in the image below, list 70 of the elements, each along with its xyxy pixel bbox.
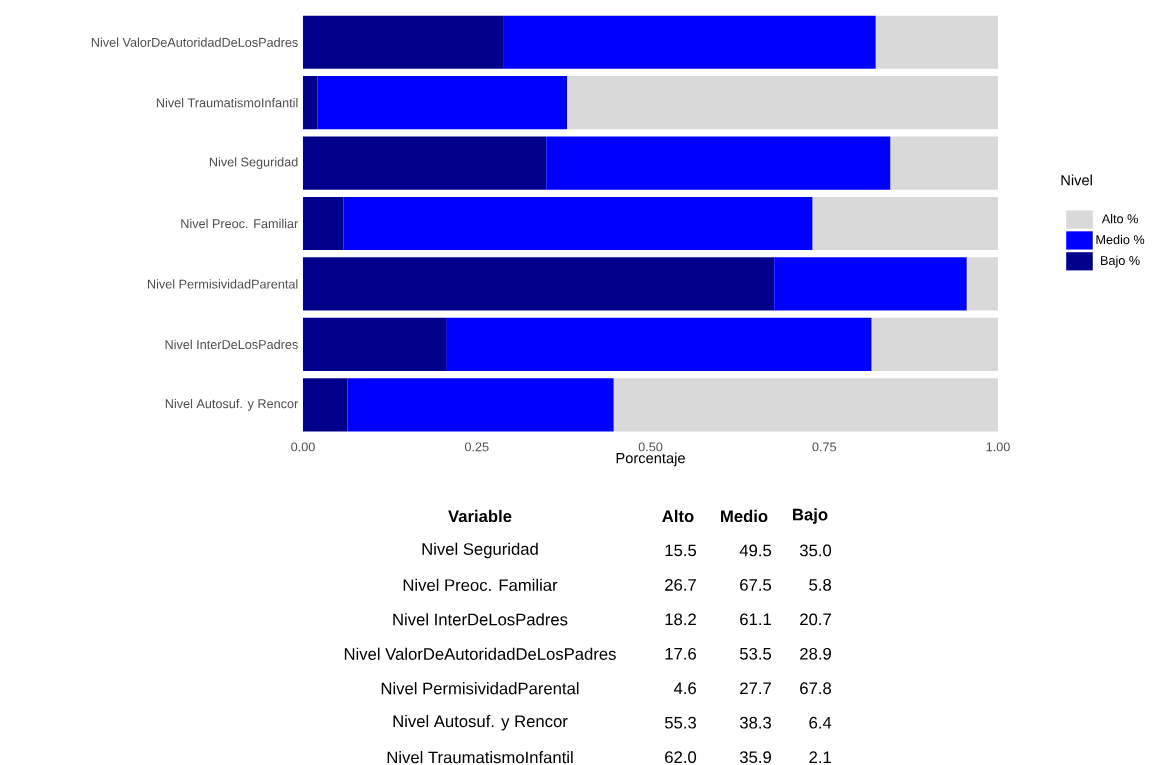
text: 6.4	[809, 716, 832, 729]
bar	[303, 76, 318, 130]
text: 35.9	[739, 751, 771, 764]
text: Nivel PermisividadParental	[381, 682, 579, 695]
x-tick-label: 0.25	[464, 442, 489, 452]
bar	[567, 76, 999, 130]
text: 20.7	[800, 613, 831, 626]
bar	[871, 317, 999, 371]
text: 27.7	[740, 682, 771, 695]
legend-label: Medio %	[1096, 234, 1145, 245]
text: Variable	[448, 509, 512, 523]
y-tick-label: Nivel TraumatismoInfantil	[156, 98, 298, 108]
text: Nivel Preoc. Familiar	[403, 578, 558, 592]
text: 2.1	[809, 751, 831, 763]
bar	[890, 136, 999, 190]
bar	[875, 15, 999, 69]
text: 55.3	[664, 716, 696, 729]
text: 5.8	[809, 579, 832, 591]
bar	[446, 317, 872, 371]
bar	[966, 257, 999, 311]
text: Medio	[721, 509, 768, 523]
text: Nivel ValorDeAutoridadDeLosPadres	[344, 647, 616, 660]
x-tick-label: 0.75	[812, 442, 837, 452]
text: 17.6	[665, 647, 696, 660]
bar	[343, 196, 813, 251]
bar	[774, 257, 967, 311]
bar	[546, 136, 891, 190]
bar	[303, 317, 447, 371]
x-axis-title: Porcentaje	[616, 452, 685, 467]
y-tick-label: Nivel Autosuf. y Rencor	[165, 398, 299, 411]
y-tick-label: Nivel Seguridad	[209, 157, 298, 169]
legend-title: Nivel	[1061, 174, 1092, 186]
text: 53.5	[739, 647, 772, 660]
legend-label: Alto %	[1101, 213, 1138, 224]
text: Nivel Autosuf. y Rencor	[393, 714, 568, 731]
text: Alto	[662, 509, 694, 523]
text: 67.5	[740, 579, 772, 591]
text: 61.1	[740, 613, 771, 626]
text: Nivel Seguridad	[422, 542, 538, 559]
text: 15.5	[665, 544, 697, 557]
text: 38.3	[739, 716, 771, 729]
bar	[303, 136, 547, 190]
y-tick-label: Nivel InterDeLosPadres	[165, 339, 298, 350]
x-tick-label: 1.00	[986, 442, 1010, 452]
y-tick-label: Nivel ValorDeAutoridadDeLosPadres	[91, 37, 298, 47]
bar	[303, 196, 344, 251]
legend-label: Bajo %	[1101, 255, 1140, 268]
text: 26.7	[665, 579, 696, 591]
y-tick-label: Nivel Preoc. Familiar	[181, 218, 299, 229]
bar	[613, 378, 999, 432]
bar	[303, 378, 348, 432]
bar	[303, 15, 504, 69]
text: Nivel TraumatismoInfantil	[387, 751, 573, 764]
bar	[303, 257, 775, 311]
text: Nivel InterDeLosPadres	[393, 613, 568, 626]
x-tick-label: 0.00	[291, 442, 315, 452]
text: 28.9	[800, 647, 831, 660]
text: 4.6	[673, 682, 697, 695]
x-tick-label: 0.50	[638, 442, 663, 452]
text: 18.2	[665, 613, 696, 626]
bar	[812, 196, 999, 251]
bar	[347, 378, 614, 432]
text: 49.5	[739, 544, 772, 557]
text: 67.8	[800, 682, 832, 695]
text: 35.0	[799, 544, 832, 557]
bar	[317, 76, 568, 130]
y-tick-label: Nivel PermisividadParental	[147, 279, 298, 289]
text: Bajo	[793, 508, 828, 524]
text: 62.0	[665, 751, 697, 764]
bar	[503, 15, 876, 69]
